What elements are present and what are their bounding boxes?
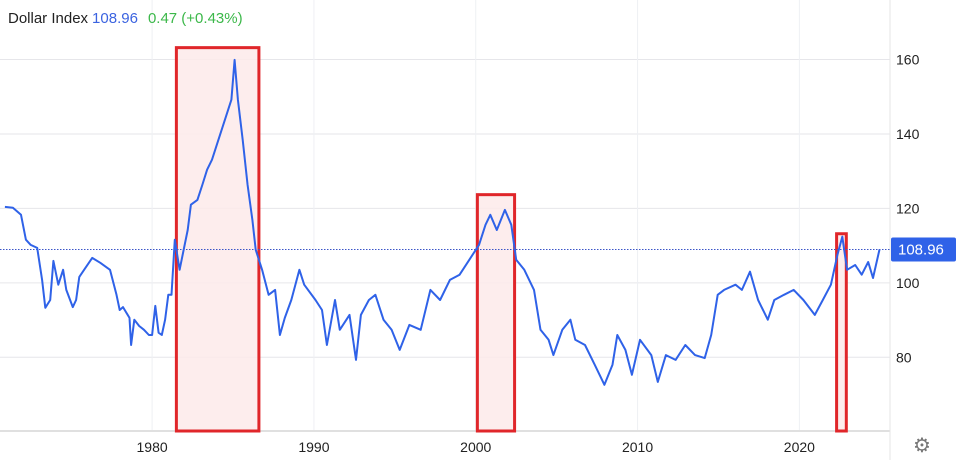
series-line: [4, 58, 881, 386]
last-value-badge-text: 108.96: [898, 242, 944, 259]
legend-change: 0.47 (+0.43%): [147, 10, 243, 27]
y-tick-label: 100: [896, 275, 920, 291]
highlight-box: [475, 193, 517, 433]
y-tick-label: 80: [896, 349, 912, 365]
highlight-box: [174, 46, 261, 433]
x-tick-label: 1990: [298, 439, 329, 455]
last-value-badge-bg: [891, 237, 956, 262]
last-value-badge: 108.96: [891, 237, 956, 262]
y-tick-label: 140: [896, 126, 920, 142]
highlight-box: [835, 232, 848, 433]
grid: [0, 0, 891, 460]
legend: Dollar Index 108.96 0.47 (+0.43%): [8, 10, 243, 27]
x-tick-label: 1980: [137, 439, 168, 455]
legend-title: Dollar Index: [8, 10, 89, 27]
x-tick-label: 2020: [784, 439, 815, 455]
y-axis: 80 100 120 140 160: [896, 52, 920, 366]
x-tick-label: 2000: [460, 439, 491, 455]
highlight-ranges: [174, 46, 848, 433]
y-tick-label: 160: [896, 52, 920, 68]
x-axis: 1980 1990 2000 2010 2020: [137, 439, 816, 455]
gear-icon[interactable]: ⚙: [913, 435, 931, 457]
legend-value: 108.96: [92, 10, 138, 27]
x-tick-label: 2010: [622, 439, 653, 455]
y-tick-label: 120: [896, 200, 920, 216]
